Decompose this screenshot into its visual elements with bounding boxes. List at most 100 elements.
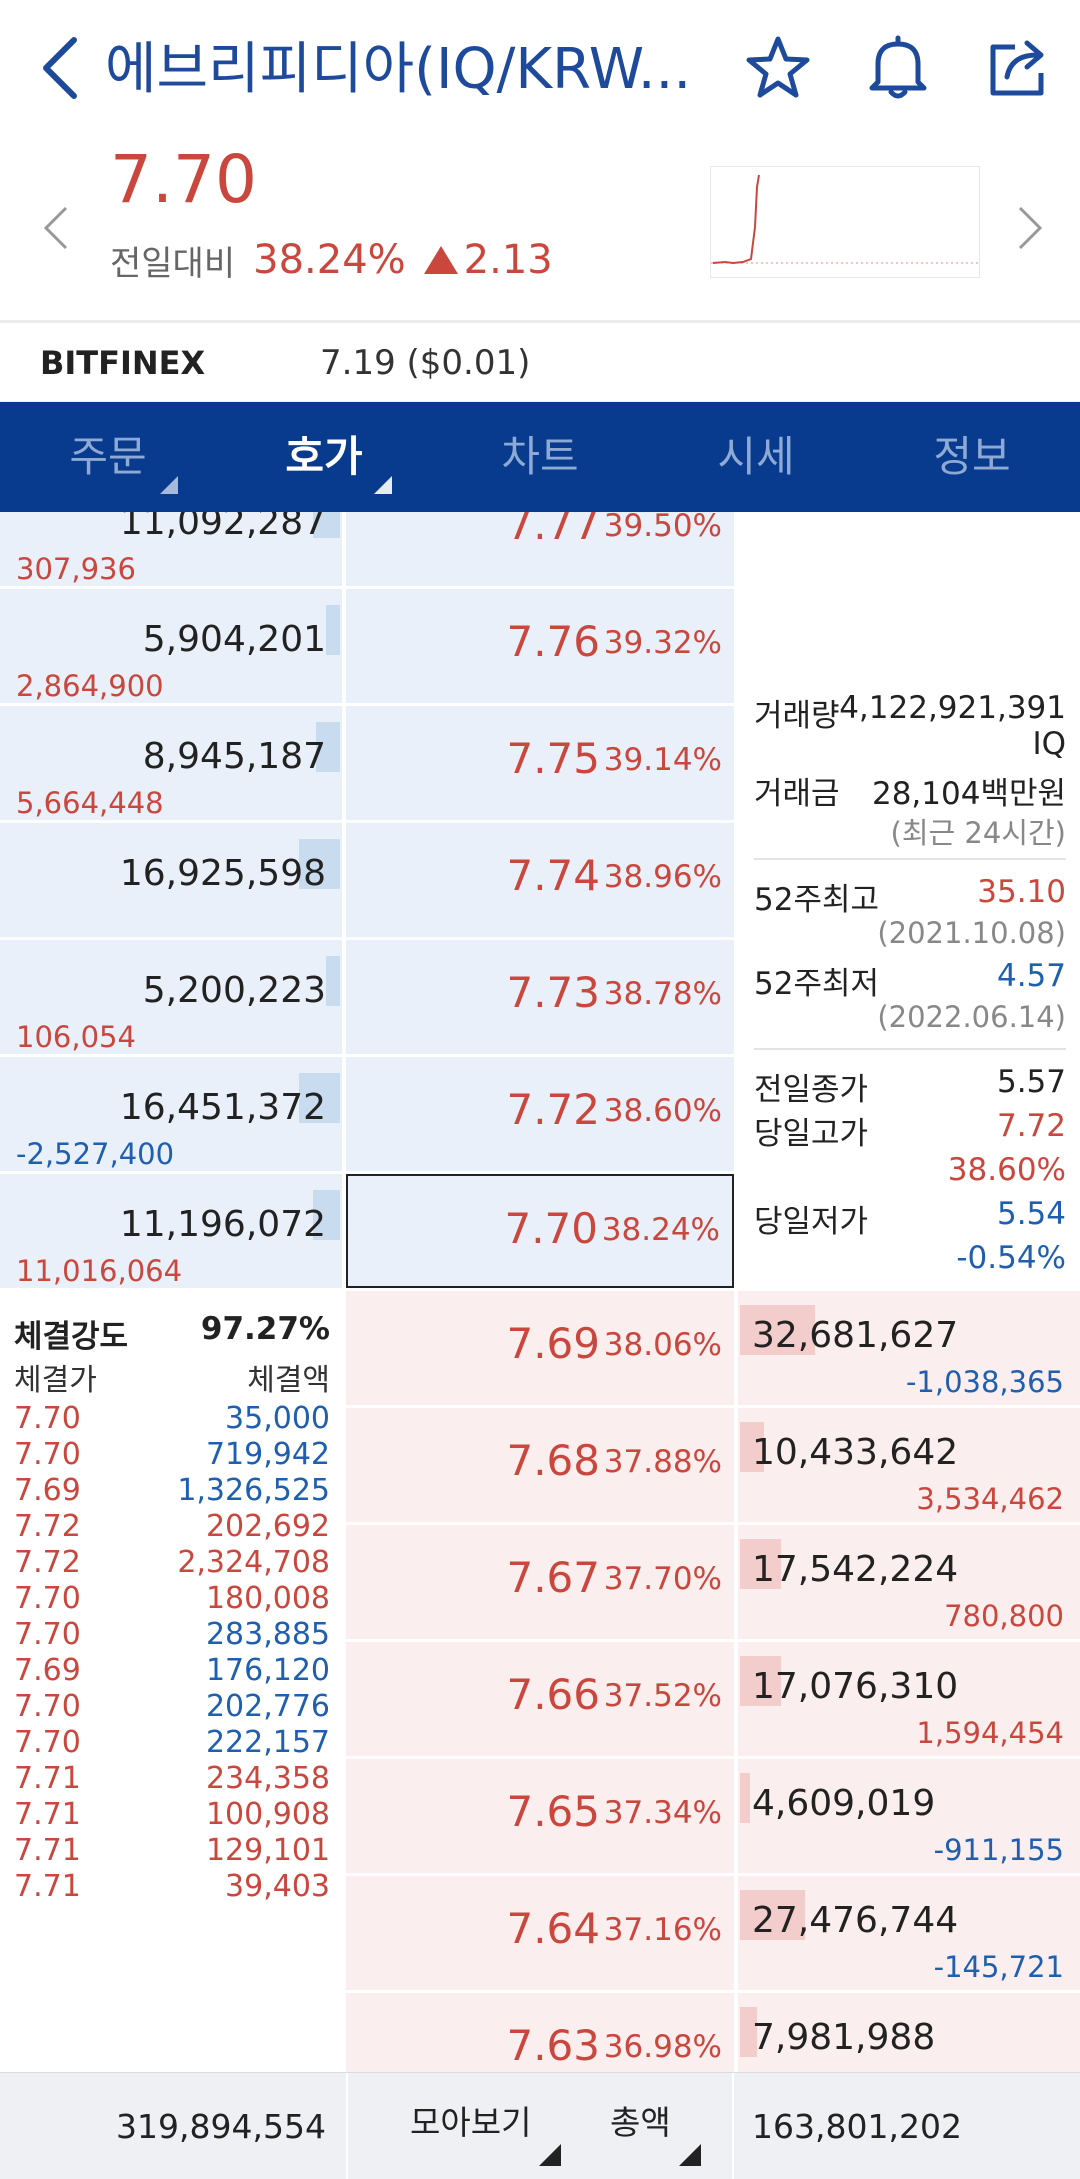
ask-price-cell[interactable]: 7.74 38.96%: [346, 823, 734, 937]
bid-price-cell[interactable]: 7.65 37.34%: [346, 1759, 734, 1873]
next-coin-button[interactable]: [1008, 195, 1052, 265]
bid-row[interactable]: 7,981,988: [738, 1993, 1080, 2072]
ask-price-cell[interactable]: 7.73 38.78%: [346, 940, 734, 1054]
price-change: 전일대비 38.24% 2.13: [110, 232, 553, 288]
share-button[interactable]: [980, 32, 1056, 108]
volume-unit-row: IQ: [754, 726, 1066, 766]
ask-row[interactable]: 11,196,072 11,016,064: [0, 1174, 342, 1288]
footer-controls: 모아보기 총액: [346, 2073, 734, 2179]
trade-price: 7.71: [14, 1833, 81, 1868]
day-high-row: 당일고가 7.72: [754, 1108, 1066, 1152]
prev-close-value: 5.57: [996, 1064, 1066, 1100]
current-price-cell[interactable]: 7.70 38.24%: [346, 1174, 734, 1288]
page-title: 에브리피디아(IQ/KRW...: [105, 37, 692, 102]
ask-price-cell[interactable]: 7.76 39.32%: [346, 589, 734, 703]
ask-volume-bar: [316, 722, 340, 772]
bid-volume-bar: [740, 1890, 805, 1940]
trade-price: 7.70: [14, 1581, 81, 1616]
bid-row[interactable]: 10,433,642 3,534,462: [738, 1408, 1080, 1522]
bid-quantity-change: 780,800: [944, 1599, 1064, 1633]
triangle-up-icon: [423, 246, 458, 274]
trade-amount: 202,776: [205, 1689, 330, 1724]
trade-price: 7.71: [14, 1797, 81, 1832]
amount-row: 거래금 28,104백만원: [754, 768, 1066, 812]
amount-note-row: (최근 24시간): [754, 810, 1066, 850]
day-low-value: 5.54: [996, 1196, 1066, 1232]
prev-coin-button[interactable]: [34, 195, 78, 265]
bid-quantity: 17,542,224: [752, 1549, 959, 1590]
ask-quantity-change: 106,054: [16, 1020, 136, 1054]
change-amount-group: 2.13: [423, 237, 553, 283]
ask-price: 7.70: [504, 1204, 598, 1253]
bid-row[interactable]: 17,076,310 1,594,454: [738, 1642, 1080, 1756]
corner-indicator-icon: [678, 2144, 701, 2166]
tab-order[interactable]: 주문: [0, 402, 216, 512]
mini-price-chart[interactable]: [710, 166, 980, 278]
ask-price-cell[interactable]: 7.72 38.60%: [346, 1057, 734, 1171]
ask-price-percent: 39.32%: [603, 625, 722, 661]
ask-row[interactable]: 8,945,187 5,664,448: [0, 706, 342, 820]
bid-price: 7.63: [506, 2021, 600, 2070]
ask-total: 319,894,554: [116, 2107, 326, 2146]
alert-button[interactable]: [860, 32, 936, 108]
trade-amount: 100,908: [205, 1797, 330, 1832]
tab-quotes[interactable]: 시세: [648, 402, 864, 512]
volume-unit: IQ: [1032, 726, 1066, 762]
chevron-left-icon: [42, 205, 70, 255]
trade-amount: 719,942: [205, 1437, 330, 1472]
exchange-price: 7.19 ($0.01): [320, 343, 531, 383]
low52-date-row: (2022.06.14): [754, 1000, 1066, 1040]
ask-volume-bar: [326, 956, 340, 1006]
ask-row[interactable]: 5,200,223 106,054: [0, 940, 342, 1054]
ask-price: 7.77: [506, 512, 600, 549]
favorite-button[interactable]: [740, 32, 816, 108]
volume-row: 거래량 4,122,921,391: [754, 690, 1066, 734]
tab-label: 호가: [285, 432, 363, 481]
tab-orderbook[interactable]: 호가: [216, 402, 432, 512]
ask-row[interactable]: 16,925,598: [0, 823, 342, 937]
total-amount-button[interactable]: 총액: [610, 2073, 701, 2179]
day-low-pct-row: -0.54%: [754, 1240, 1066, 1280]
ask-quantity: 16,925,598: [119, 853, 326, 894]
exchange-name: BITFINEX: [40, 344, 206, 382]
bid-row[interactable]: 27,476,744 -145,721: [738, 1876, 1080, 1990]
ask-quantity-change: 307,936: [16, 552, 136, 586]
bid-row[interactable]: 17,542,224 780,800: [738, 1525, 1080, 1639]
trade-price-header: 체결가: [14, 1363, 97, 1398]
price-summary: 7.70 전일대비 38.24% 2.13: [0, 140, 1080, 320]
bid-price-cell[interactable]: 7.63 36.98%: [346, 1993, 734, 2072]
bid-price-cell[interactable]: 7.66 37.52%: [346, 1642, 734, 1756]
group-view-label: 모아보기: [410, 2103, 532, 2142]
high52-date-row: (2021.10.08): [754, 916, 1066, 956]
bid-quantity: 10,433,642: [752, 1432, 959, 1473]
change-amount: 2.13: [463, 237, 553, 283]
ask-row[interactable]: 5,904,201 2,864,900: [0, 589, 342, 703]
exchange-reference[interactable]: BITFINEX 7.19 ($0.01): [0, 320, 1080, 402]
trade-row: 7.70 202,776: [14, 1689, 330, 1725]
bid-row[interactable]: 32,681,627 -1,038,365: [738, 1291, 1080, 1405]
ask-price-cell[interactable]: 7.75 39.14%: [346, 706, 734, 820]
bid-price-cell[interactable]: 7.67 37.70%: [346, 1525, 734, 1639]
trade-price: 7.72: [14, 1545, 81, 1580]
bid-row[interactable]: 4,609,019 -911,155: [738, 1759, 1080, 1873]
bid-price-cell[interactable]: 7.64 37.16%: [346, 1876, 734, 1990]
bid-price-percent: 38.06%: [603, 1327, 722, 1363]
strength-value: 97.27%: [200, 1311, 330, 1347]
ask-price-cell[interactable]: 7.77 39.50%: [346, 512, 734, 586]
group-view-button[interactable]: 모아보기: [410, 2073, 562, 2179]
trade-price: 7.70: [14, 1689, 81, 1724]
trade-amount: 283,885: [205, 1617, 330, 1652]
ask-row[interactable]: 16,451,372 -2,527,400: [0, 1057, 342, 1171]
back-button[interactable]: [30, 30, 90, 110]
ask-quantity: 11,196,072: [119, 1204, 326, 1245]
amount-label: 거래금: [754, 776, 840, 812]
bid-price-cell[interactable]: 7.68 37.88%: [346, 1408, 734, 1522]
bid-price: 7.66: [506, 1670, 600, 1719]
bid-price-cell[interactable]: 7.69 38.06%: [346, 1291, 734, 1405]
ask-row[interactable]: 11,092,287 307,936: [0, 512, 342, 586]
tab-chart[interactable]: 차트: [432, 402, 648, 512]
day-low-label: 당일저가: [754, 1204, 869, 1240]
bid-price-percent: 37.52%: [603, 1678, 722, 1714]
tab-info[interactable]: 정보: [864, 402, 1080, 512]
